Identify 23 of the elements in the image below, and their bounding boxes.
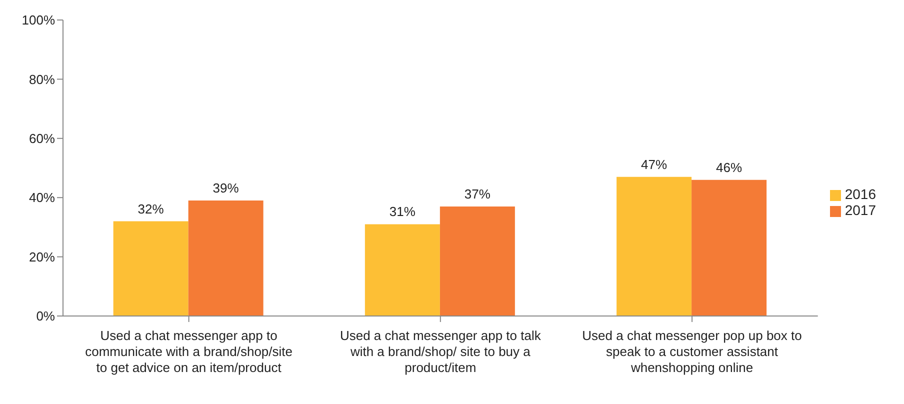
y-tick-label: 60% <box>28 131 56 146</box>
bar <box>692 180 767 316</box>
text: 31% <box>389 204 416 220</box>
y-tick-label: 40% <box>28 190 56 206</box>
text: 46% <box>716 160 742 175</box>
bar <box>113 221 188 316</box>
x-tick-label: Used a chat messenger pop up box to speak to a customer assistant whenshopping online <box>582 328 802 375</box>
legend-label: 2017 <box>844 202 876 218</box>
x-tick-label: Used a chat messenger app to talk with a brand/shop/ site to buy a product/item <box>340 328 542 375</box>
text: 47% <box>641 156 668 172</box>
y-tick-label: 0% <box>36 308 56 324</box>
text: 37% <box>464 186 490 202</box>
x-tick-label: Used a chat messenger app to communicate with a brand/shop/site to get advice on an item/product <box>85 328 293 375</box>
y-tick-label: 100% <box>22 12 56 28</box>
bar <box>188 200 264 316</box>
bar <box>616 176 692 316</box>
bar <box>440 206 515 316</box>
y-tick-label: 80% <box>28 72 56 87</box>
y-tick-label: 20% <box>28 249 56 264</box>
text: 39% <box>212 180 239 196</box>
bar <box>364 224 440 316</box>
text: 32% <box>138 201 164 216</box>
legend-label: 2016 <box>844 186 876 202</box>
